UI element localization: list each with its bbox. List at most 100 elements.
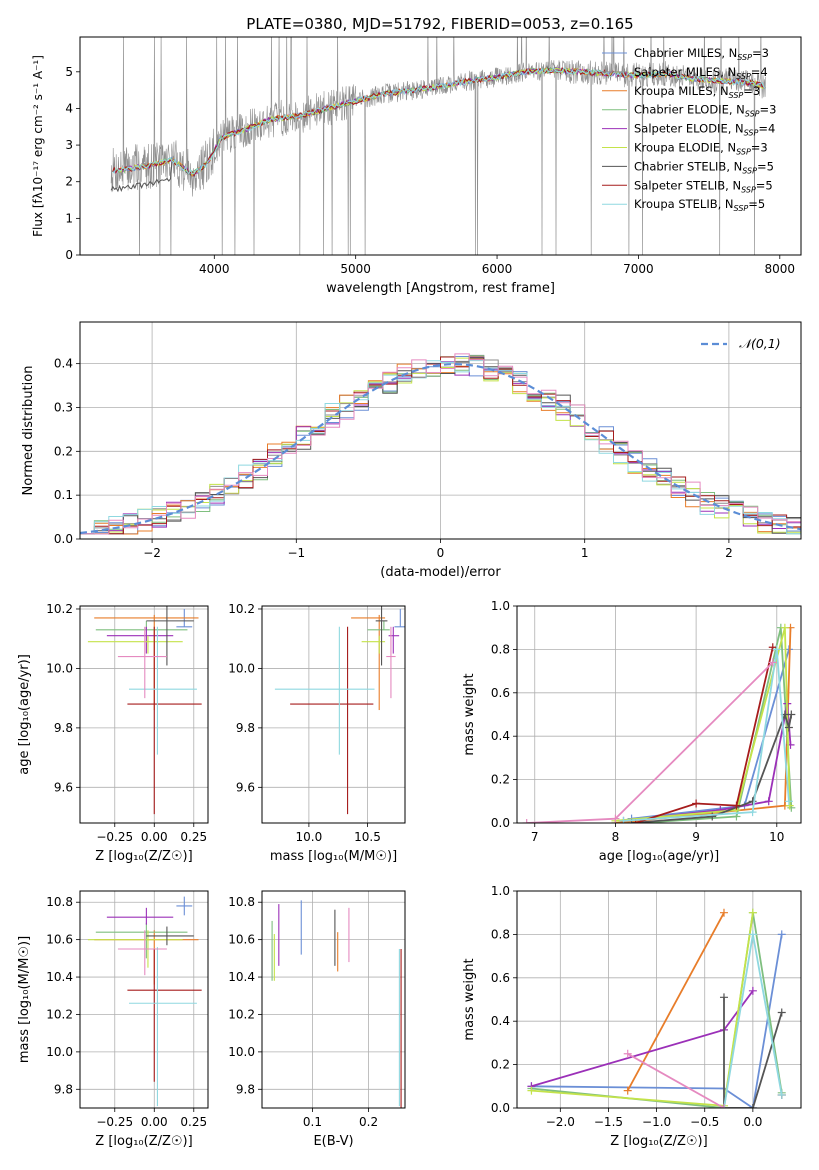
x-axis-label: Z [log₁₀(Z/Z☉)]: [95, 849, 192, 864]
figure-title: PLATE=0380, MJD=51792, FIBERID=0053, z=0…: [246, 15, 633, 33]
weight-marker-1: [623, 1086, 632, 1095]
spectrum-model-line-7: [112, 67, 766, 177]
x-tick-label: 0: [437, 546, 445, 560]
y-tick-label: 9.8: [236, 721, 255, 735]
x-tick-label: 0.25: [180, 1115, 207, 1129]
y-axis-label: mass [log₁₀(M/M☉)]: [17, 936, 32, 1063]
y-tick-label: 10.6: [46, 933, 73, 947]
y-tick-label: 10.8: [46, 895, 73, 909]
x-tick-label: −1.0: [642, 1115, 671, 1129]
y-tick-label: 10.2: [228, 602, 255, 616]
weight-marker-5: [748, 797, 757, 806]
x-tick-label: 2: [725, 546, 733, 560]
weight-line-6: [635, 646, 774, 823]
x-tick-label: 10: [769, 830, 784, 844]
histogram-step-8: [80, 360, 801, 535]
legend-label-0: Chabrier MILES, NSSP=3: [634, 46, 769, 62]
weight-marker-4: [748, 908, 757, 917]
axes-frame: [79, 36, 802, 256]
x-axis-label: Z [log₁₀(Z/Z☉)]: [95, 1134, 192, 1149]
x-tick-label: 1: [581, 546, 589, 560]
y-axis-label: age [log₁₀(age/yr)]: [17, 654, 32, 775]
weight-line-7: [623, 649, 790, 822]
panel-residuals: −2 −1 0 1 2 0.0 0.1 0.2 0.3 0.4 (data-model)/error…: [21, 321, 802, 580]
weight-marker-5: [777, 1008, 786, 1017]
panel-weight-vs-metallicity: −2.0 −1.5 −1.0 −0.5 0.0 0.0 0.2 0.4 0.6 0.8 1.0 Z […: [462, 884, 802, 1149]
legend-label-8: Kroupa STELIB, NSSP=5: [634, 197, 765, 213]
weight-marker-4: [780, 623, 789, 632]
y-tick-label: 10.2: [228, 1007, 255, 1021]
weight-marker-8: [768, 658, 777, 667]
y-tick-label: 0: [65, 248, 73, 262]
weight-marker-6: [692, 799, 701, 808]
spectrum-model-line-8: [112, 67, 766, 175]
x-tick-label: 6000: [482, 262, 513, 276]
y-tick-label: 1.0: [491, 599, 510, 613]
plot-area: [527, 908, 786, 1108]
y-tick-label: 0.0: [491, 1101, 510, 1115]
x-axis-label: age [log₁₀(age/yr)]: [599, 849, 720, 864]
weight-marker-5: [784, 723, 793, 732]
weight-line-5: [723, 997, 783, 1108]
y-tick-label: 10.2: [46, 1007, 73, 1021]
y-tick-label: 1: [65, 211, 73, 225]
plot-area: [80, 353, 801, 535]
y-tick-label: 9.8: [236, 1082, 255, 1096]
x-axis-label: Z [log₁₀(Z/Z☉)]: [610, 1134, 707, 1149]
x-tick-label: −0.5: [690, 1115, 719, 1129]
legend-label-1: Salpeter MILES, NSSP=4: [634, 65, 768, 81]
y-tick-label: 10.2: [46, 602, 73, 616]
y-tick-label: 0.8: [491, 927, 510, 941]
weight-marker-7: [748, 808, 757, 817]
histogram-step-7: [80, 356, 801, 535]
weight-marker-8: [522, 819, 531, 823]
weight-marker-5: [708, 812, 717, 821]
weight-marker-8: [623, 1049, 632, 1058]
weight-marker-8: [611, 814, 620, 823]
weight-line-4: [615, 627, 791, 822]
x-tick-label: 10.5: [354, 830, 381, 844]
weight-line-1: [626, 912, 725, 1092]
y-tick-label: 0.4: [491, 1014, 510, 1028]
x-tick-label: 8000: [765, 262, 796, 276]
legend-label-normal: 𝒩(0,1): [739, 336, 781, 351]
y-axis-label: mass weight: [462, 673, 477, 755]
panel-weight-vs-age: 7 8 9 10 0.0 0.2 0.4 0.6 0.8 1.0 age [log₁₀(age/yr…: [462, 599, 802, 864]
x-tick-label: −0.25: [96, 1115, 133, 1129]
axes-frame: [79, 890, 209, 1109]
axes-frame: [261, 890, 406, 1109]
weight-marker-4: [527, 1086, 536, 1095]
panel-age-vs-mass: 10.0 10.5 9.6 9.8 10.0 10.2 mass [log₁₀(M/M☉)]: [228, 602, 406, 864]
weight-marker-4: [785, 801, 794, 810]
axes-frame: [516, 890, 802, 1109]
x-tick-label: −1.5: [594, 1115, 623, 1129]
axes-frame: [261, 605, 406, 824]
weight-line-8: [526, 661, 774, 823]
y-tick-label: 0.2: [491, 773, 510, 787]
x-tick-label: 0.00: [141, 1115, 168, 1129]
y-tick-label: 0.4: [54, 357, 73, 371]
weight-marker-5: [719, 993, 728, 1002]
y-tick-label: 0.6: [491, 686, 510, 700]
y-tick-label: 0.8: [491, 642, 510, 656]
panel-age-vs-metallicity: −0.25 0.00 0.25 9.6 9.8 10.0 10.2 Z [log₁₀(Z/Z☉…: [17, 602, 209, 864]
y-tick-label: 0.0: [491, 816, 510, 830]
y-tick-label: 3: [65, 138, 73, 152]
x-tick-label: 0.25: [180, 830, 207, 844]
weight-marker-7: [784, 797, 793, 806]
weight-marker-3: [764, 797, 773, 806]
histogram-step-9: [80, 353, 801, 535]
x-tick-label: 0.2: [359, 1115, 378, 1129]
y-tick-label: 0.6: [491, 971, 510, 985]
y-tick-label: 5: [65, 65, 73, 79]
panel-mass-vs-metallicity: −0.25 0.00 0.25 9.8 10.0 10.2 10.4 10.6 10.8 Z [l…: [17, 890, 209, 1149]
x-tick-label: −0.25: [96, 830, 133, 844]
plot-area: [274, 606, 405, 815]
y-tick-label: 10.8: [228, 895, 255, 909]
plot-area: [87, 606, 202, 815]
y-tick-label: 9.8: [54, 721, 73, 735]
x-tick-label: −2: [143, 546, 161, 560]
spectrum-data-line: [110, 37, 766, 255]
x-tick-label: 8: [612, 830, 620, 844]
y-axis-label: mass weight: [462, 958, 477, 1040]
